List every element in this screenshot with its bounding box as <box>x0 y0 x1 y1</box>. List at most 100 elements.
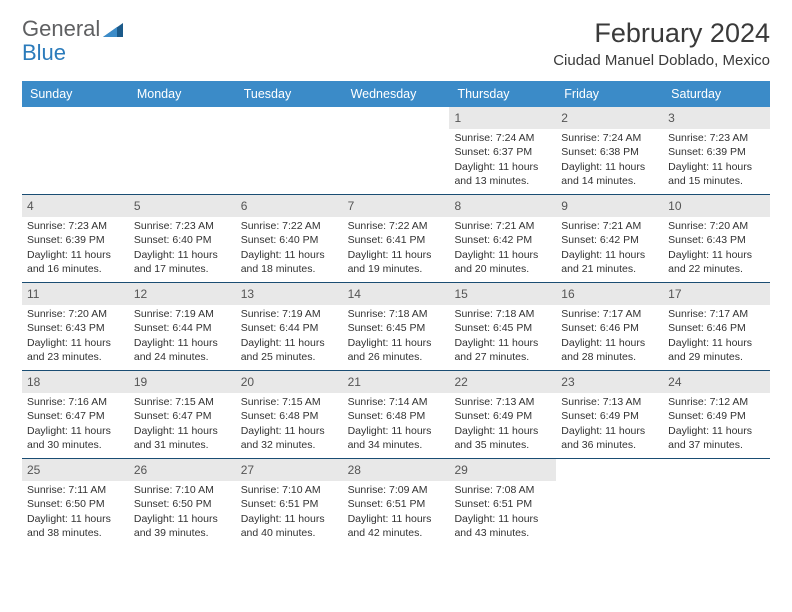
sunset-line: Sunset: 6:44 PM <box>134 321 231 335</box>
daylight-line: Daylight: 11 hours and 26 minutes. <box>348 336 445 364</box>
sunset-line: Sunset: 6:45 PM <box>348 321 445 335</box>
calendar-cell: 29Sunrise: 7:08 AMSunset: 6:51 PMDayligh… <box>449 459 556 547</box>
day-number: 10 <box>663 195 770 217</box>
day-number: 5 <box>129 195 236 217</box>
sunrise-line: Sunrise: 7:17 AM <box>668 307 765 321</box>
sunset-line: Sunset: 6:42 PM <box>561 233 658 247</box>
sunrise-line: Sunrise: 7:16 AM <box>27 395 124 409</box>
day-number: 20 <box>236 371 343 393</box>
calendar-cell: 3Sunrise: 7:23 AMSunset: 6:39 PMDaylight… <box>663 107 770 194</box>
cell-body: Sunrise: 7:19 AMSunset: 6:44 PMDaylight:… <box>236 307 343 368</box>
sunset-line: Sunset: 6:39 PM <box>668 145 765 159</box>
sunset-line: Sunset: 6:51 PM <box>241 497 338 511</box>
sunrise-line: Sunrise: 7:21 AM <box>561 219 658 233</box>
sunrise-line: Sunrise: 7:13 AM <box>454 395 551 409</box>
sunrise-line: Sunrise: 7:21 AM <box>454 219 551 233</box>
daylight-line: Daylight: 11 hours and 29 minutes. <box>668 336 765 364</box>
day-number: 12 <box>129 283 236 305</box>
sunset-line: Sunset: 6:51 PM <box>454 497 551 511</box>
cell-body: Sunrise: 7:22 AMSunset: 6:40 PMDaylight:… <box>236 219 343 280</box>
daylight-line: Daylight: 11 hours and 40 minutes. <box>241 512 338 540</box>
cell-body: Sunrise: 7:17 AMSunset: 6:46 PMDaylight:… <box>556 307 663 368</box>
day-number: 19 <box>129 371 236 393</box>
sunrise-line: Sunrise: 7:18 AM <box>348 307 445 321</box>
calendar-cell: 15Sunrise: 7:18 AMSunset: 6:45 PMDayligh… <box>449 283 556 370</box>
sunset-line: Sunset: 6:50 PM <box>134 497 231 511</box>
day-number: 17 <box>663 283 770 305</box>
calendar-cell: 5Sunrise: 7:23 AMSunset: 6:40 PMDaylight… <box>129 195 236 282</box>
calendar-cell: 13Sunrise: 7:19 AMSunset: 6:44 PMDayligh… <box>236 283 343 370</box>
sunrise-line: Sunrise: 7:10 AM <box>241 483 338 497</box>
cell-body: Sunrise: 7:21 AMSunset: 6:42 PMDaylight:… <box>556 219 663 280</box>
title-block: February 2024 Ciudad Manuel Doblado, Mex… <box>553 18 770 69</box>
daylight-line: Daylight: 11 hours and 30 minutes. <box>27 424 124 452</box>
sunset-line: Sunset: 6:48 PM <box>348 409 445 423</box>
calendar-row: 11Sunrise: 7:20 AMSunset: 6:43 PMDayligh… <box>22 283 770 371</box>
calendar-cell: 24Sunrise: 7:12 AMSunset: 6:49 PMDayligh… <box>663 371 770 458</box>
calendar-cell: 11Sunrise: 7:20 AMSunset: 6:43 PMDayligh… <box>22 283 129 370</box>
sunrise-line: Sunrise: 7:11 AM <box>27 483 124 497</box>
sunset-line: Sunset: 6:40 PM <box>134 233 231 247</box>
calendar-cell: 8Sunrise: 7:21 AMSunset: 6:42 PMDaylight… <box>449 195 556 282</box>
cell-body: Sunrise: 7:09 AMSunset: 6:51 PMDaylight:… <box>343 483 450 544</box>
daylight-line: Daylight: 11 hours and 13 minutes. <box>454 160 551 188</box>
cell-body: Sunrise: 7:20 AMSunset: 6:43 PMDaylight:… <box>22 307 129 368</box>
logo-triangle-icon <box>103 23 123 37</box>
day-number: 26 <box>129 459 236 481</box>
calendar-cell: 7Sunrise: 7:22 AMSunset: 6:41 PMDaylight… <box>343 195 450 282</box>
weekday-header: Wednesday <box>343 81 450 107</box>
calendar-cell: 22Sunrise: 7:13 AMSunset: 6:49 PMDayligh… <box>449 371 556 458</box>
daylight-line: Daylight: 11 hours and 23 minutes. <box>27 336 124 364</box>
sunrise-line: Sunrise: 7:20 AM <box>27 307 124 321</box>
weekday-header: Saturday <box>663 81 770 107</box>
calendar-cell: 16Sunrise: 7:17 AMSunset: 6:46 PMDayligh… <box>556 283 663 370</box>
weekday-header-row: SundayMondayTuesdayWednesdayThursdayFrid… <box>22 81 770 107</box>
daylight-line: Daylight: 11 hours and 43 minutes. <box>454 512 551 540</box>
sunset-line: Sunset: 6:37 PM <box>454 145 551 159</box>
daylight-line: Daylight: 11 hours and 31 minutes. <box>134 424 231 452</box>
logo: General <box>22 18 123 40</box>
daylight-line: Daylight: 11 hours and 25 minutes. <box>241 336 338 364</box>
day-number: 27 <box>236 459 343 481</box>
cell-body: Sunrise: 7:20 AMSunset: 6:43 PMDaylight:… <box>663 219 770 280</box>
day-number: 24 <box>663 371 770 393</box>
daylight-line: Daylight: 11 hours and 28 minutes. <box>561 336 658 364</box>
logo-word1: General <box>22 18 100 40</box>
day-number: 9 <box>556 195 663 217</box>
sunset-line: Sunset: 6:49 PM <box>561 409 658 423</box>
day-number: 7 <box>343 195 450 217</box>
calendar-cell: 25Sunrise: 7:11 AMSunset: 6:50 PMDayligh… <box>22 459 129 547</box>
day-number: 11 <box>22 283 129 305</box>
daylight-line: Daylight: 11 hours and 39 minutes. <box>134 512 231 540</box>
day-number: 25 <box>22 459 129 481</box>
sunrise-line: Sunrise: 7:19 AM <box>134 307 231 321</box>
sunset-line: Sunset: 6:48 PM <box>241 409 338 423</box>
daylight-line: Daylight: 11 hours and 32 minutes. <box>241 424 338 452</box>
day-number: 3 <box>663 107 770 129</box>
weekday-header: Sunday <box>22 81 129 107</box>
cell-body: Sunrise: 7:16 AMSunset: 6:47 PMDaylight:… <box>22 395 129 456</box>
day-number: 4 <box>22 195 129 217</box>
cell-body: Sunrise: 7:13 AMSunset: 6:49 PMDaylight:… <box>556 395 663 456</box>
cell-body: Sunrise: 7:11 AMSunset: 6:50 PMDaylight:… <box>22 483 129 544</box>
day-number: 28 <box>343 459 450 481</box>
cell-body: Sunrise: 7:23 AMSunset: 6:39 PMDaylight:… <box>22 219 129 280</box>
sunrise-line: Sunrise: 7:22 AM <box>348 219 445 233</box>
daylight-line: Daylight: 11 hours and 34 minutes. <box>348 424 445 452</box>
daylight-line: Daylight: 11 hours and 36 minutes. <box>561 424 658 452</box>
day-number: 16 <box>556 283 663 305</box>
day-number: 21 <box>343 371 450 393</box>
calendar-cell: 6Sunrise: 7:22 AMSunset: 6:40 PMDaylight… <box>236 195 343 282</box>
sunset-line: Sunset: 6:46 PM <box>561 321 658 335</box>
daylight-line: Daylight: 11 hours and 22 minutes. <box>668 248 765 276</box>
calendar-cell: 23Sunrise: 7:13 AMSunset: 6:49 PMDayligh… <box>556 371 663 458</box>
calendar-row: 1Sunrise: 7:24 AMSunset: 6:37 PMDaylight… <box>22 107 770 195</box>
cell-body: Sunrise: 7:18 AMSunset: 6:45 PMDaylight:… <box>449 307 556 368</box>
daylight-line: Daylight: 11 hours and 24 minutes. <box>134 336 231 364</box>
weekday-header: Tuesday <box>236 81 343 107</box>
day-number: 14 <box>343 283 450 305</box>
daylight-line: Daylight: 11 hours and 38 minutes. <box>27 512 124 540</box>
calendar-cell <box>556 459 663 547</box>
day-number: 1 <box>449 107 556 129</box>
sunrise-line: Sunrise: 7:13 AM <box>561 395 658 409</box>
